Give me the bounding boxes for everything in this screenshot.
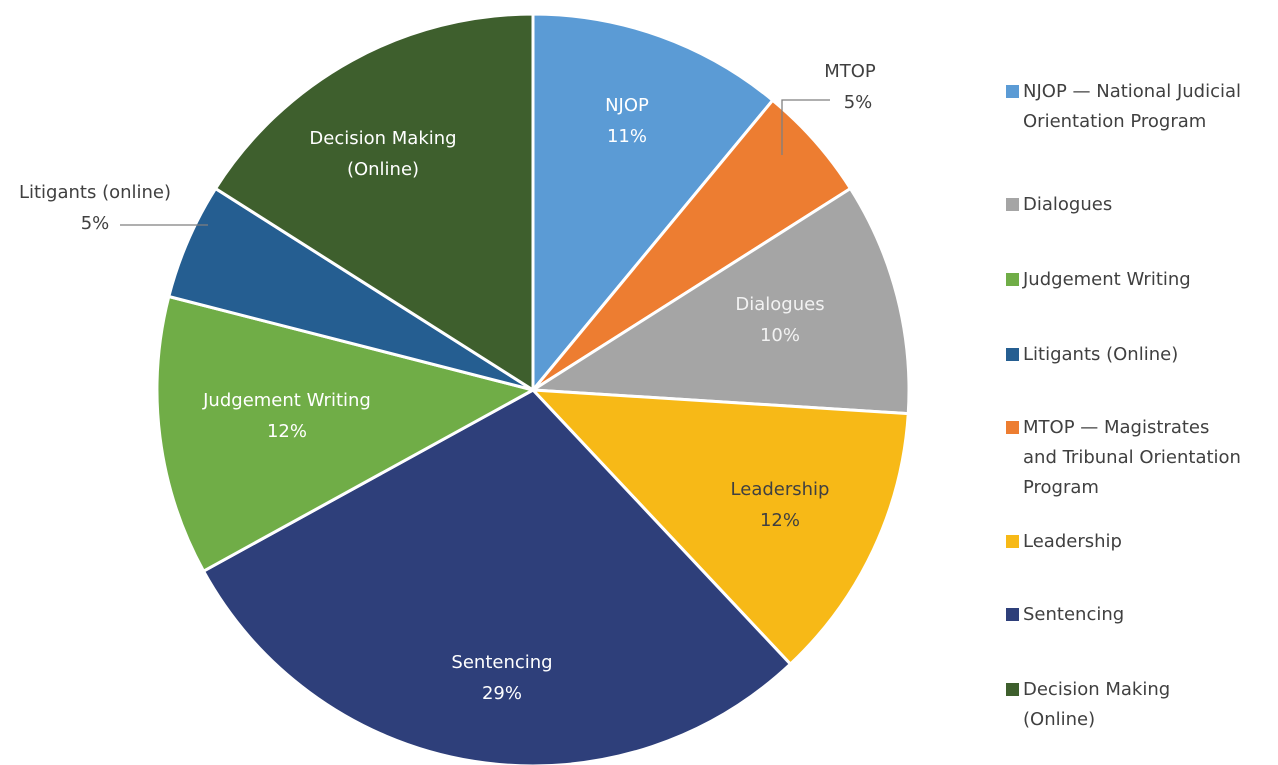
legend-entry: Litigants (Online) [1006, 340, 1246, 370]
pie-slice [201, 388, 793, 765]
chart: NJOP 11% MTOP 5% Dialogues 10% Leadership 12% Se… [19, 12, 911, 765]
slice-value-label: 5% [844, 92, 873, 113]
slice-label: NJOP [605, 95, 649, 116]
leader-line [781, 99, 830, 155]
legend-entry: Decision Making (Online) [1006, 675, 1246, 735]
slice-label: Judgement Writing [202, 390, 371, 411]
slice-label: Litigants (online) [19, 182, 171, 203]
slice-value-label: 12% [760, 510, 800, 531]
slice-label: MTOP [824, 61, 876, 82]
slice-value-label: 12% [267, 421, 307, 442]
slice-label: Leadership [731, 479, 830, 500]
pie-slice [213, 12, 535, 393]
legend-swatch [1006, 608, 1019, 621]
slice-value-label: 10% [760, 325, 800, 346]
legend-entry: NJOP — National Judicial Orientation Pro… [1006, 77, 1246, 137]
legend-entry: Judgement Writing [1006, 265, 1246, 295]
legend-label: Sentencing [1023, 604, 1125, 625]
legend-swatch [1006, 348, 1019, 361]
legend-swatch [1006, 85, 1019, 98]
slice-label: Decision Making [309, 128, 456, 149]
legend-swatch [1006, 198, 1019, 211]
legend-entry: Dialogues [1006, 190, 1246, 220]
pie-slice [528, 186, 911, 416]
legend-label: Leadership [1023, 531, 1122, 552]
legend-swatch [1006, 535, 1019, 548]
legend-label: Decision Making (Online) [1023, 679, 1171, 730]
legend-entry: MTOP — Magistrates and Tribunal Orientat… [1006, 413, 1246, 503]
pie-slice [531, 12, 775, 395]
legend-label: Dialogues [1023, 194, 1113, 215]
slice-value-label: 5% [81, 213, 110, 234]
legend-label: Judgement Writing [1023, 269, 1191, 290]
legend-label: Litigants (Online) [1023, 344, 1179, 365]
legend-swatch [1006, 273, 1019, 286]
legend-swatch [1006, 421, 1019, 434]
slice-label: (Online) [347, 159, 419, 180]
pie-slice [155, 294, 538, 574]
slice-label: Sentencing [451, 652, 552, 673]
legend-entry: Leadership [1006, 527, 1246, 557]
slice-value-label: 11% [607, 126, 647, 147]
legend-swatch [1006, 683, 1019, 696]
legend-label: NJOP — National Judicial Orientation Pro… [1023, 81, 1242, 132]
pie-slice [529, 388, 910, 667]
slice-value-label: 29% [482, 683, 522, 704]
slice-label: Dialogues [735, 294, 824, 315]
legend-label: MTOP — Magistrates and Tribunal Orientat… [1023, 417, 1241, 498]
legend-entry: Sentencing [1006, 600, 1246, 630]
